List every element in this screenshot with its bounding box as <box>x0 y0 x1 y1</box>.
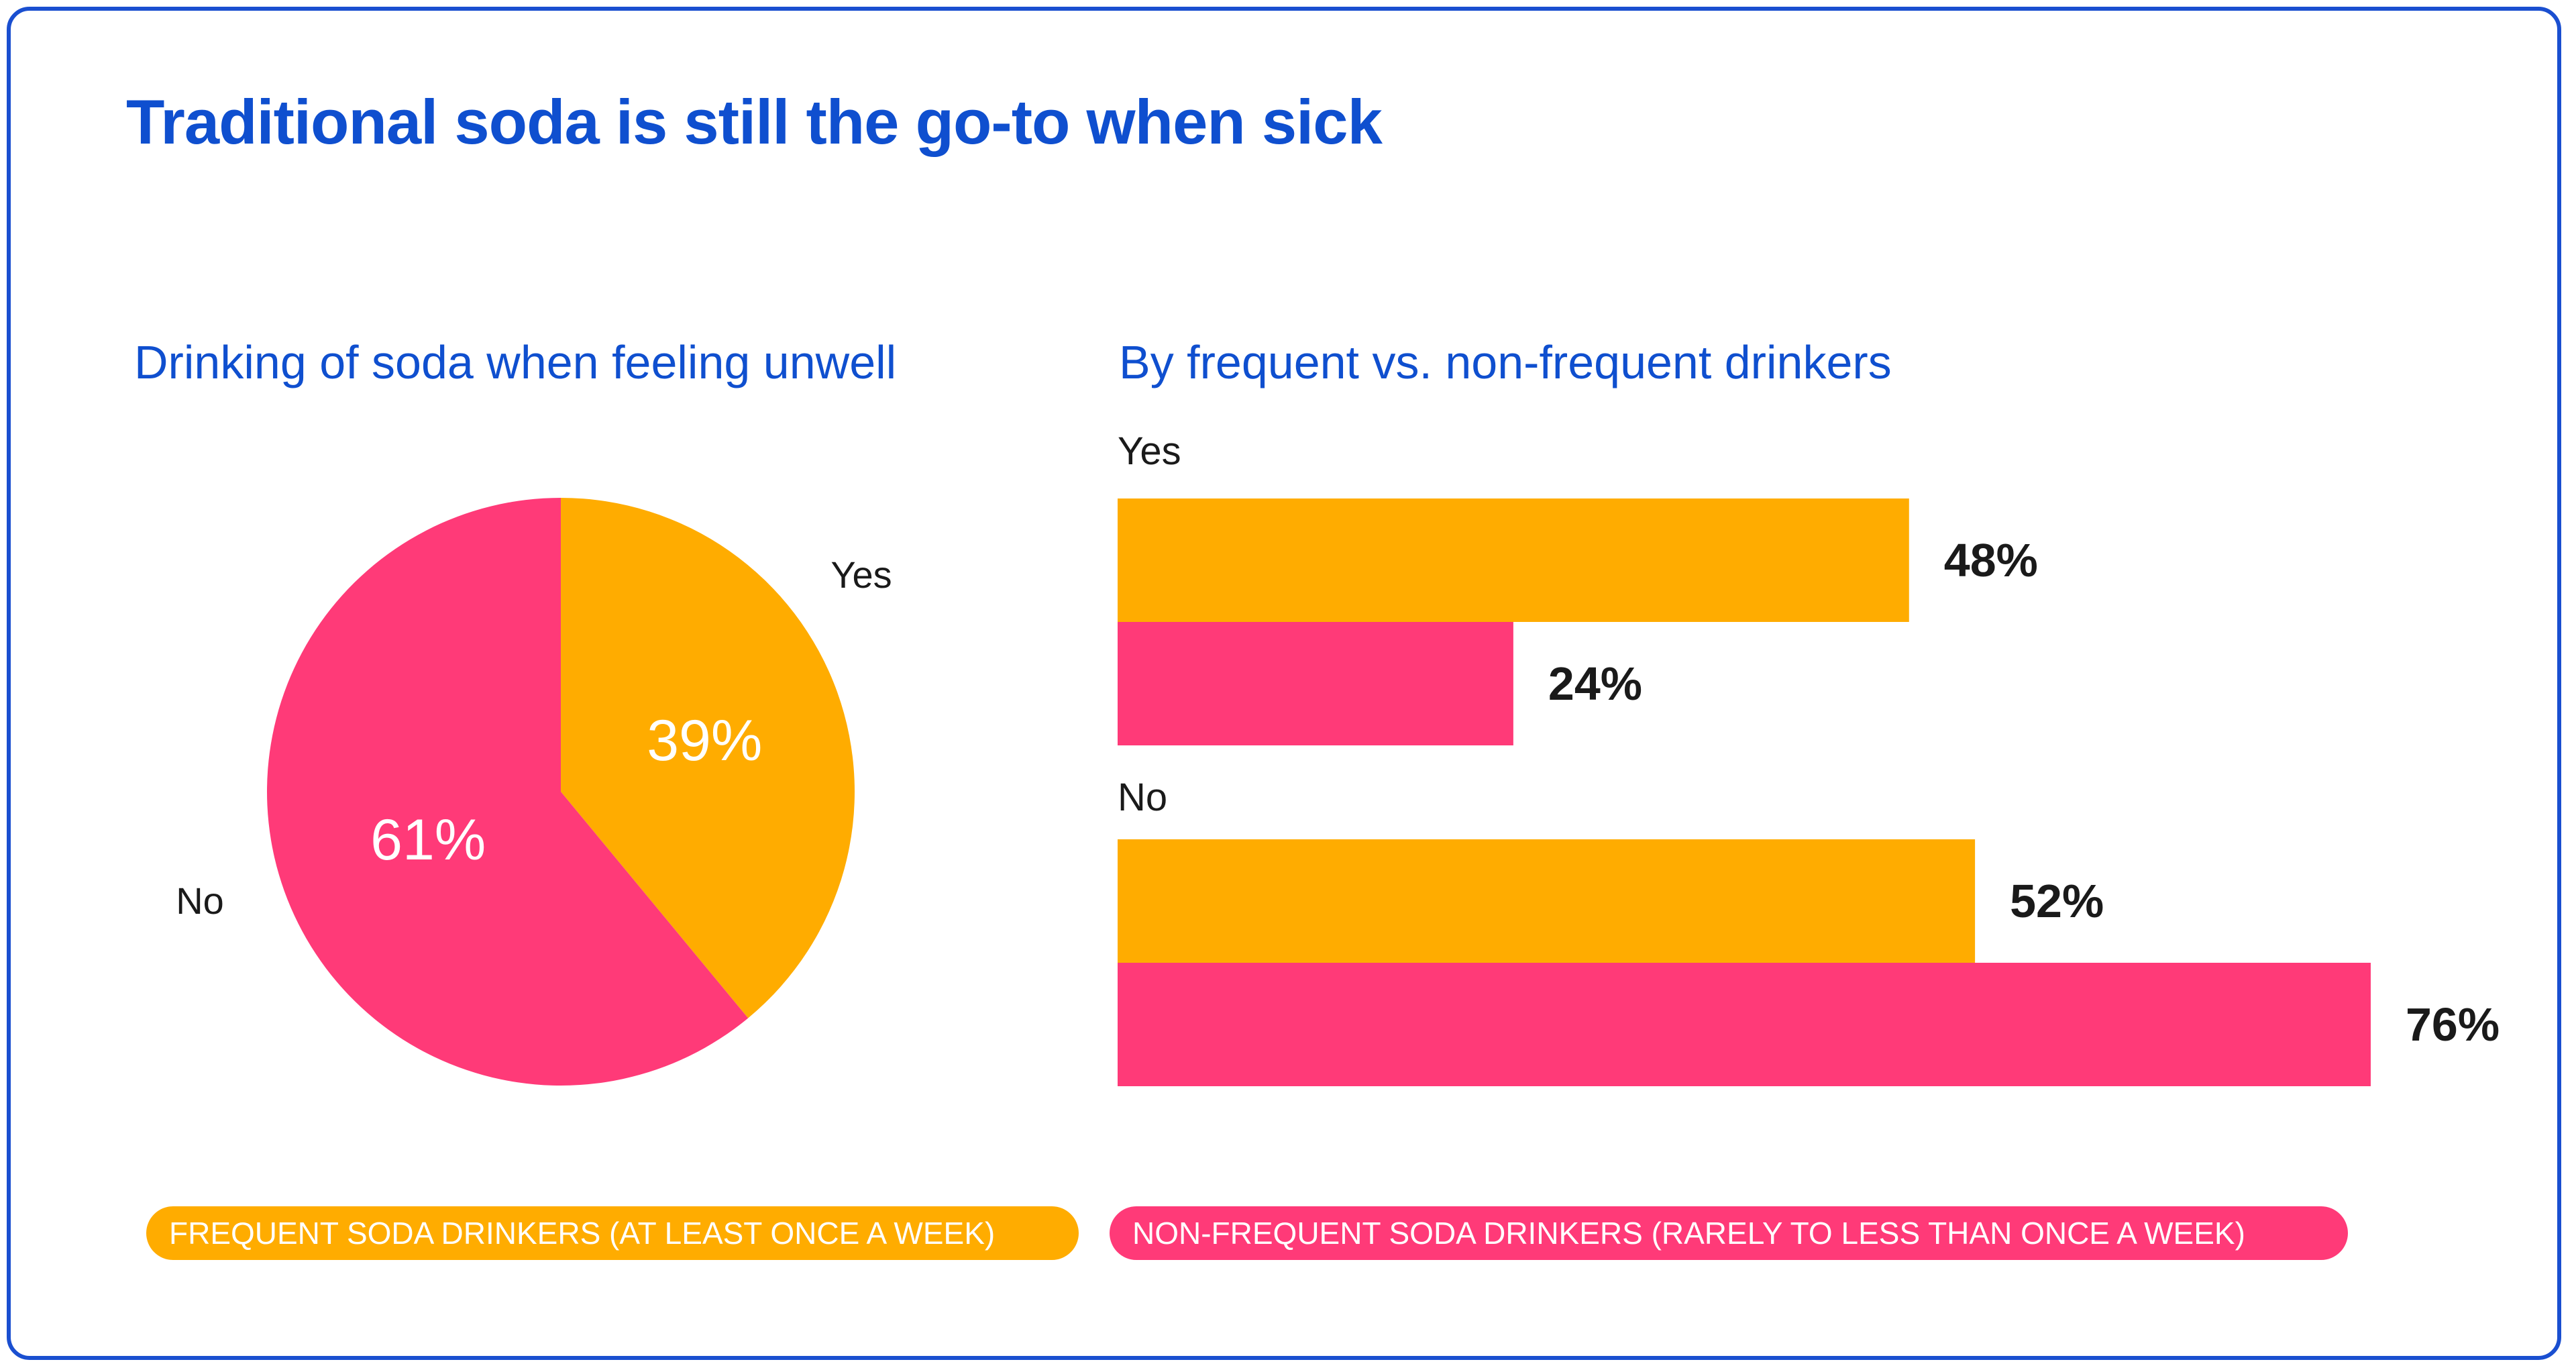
bar-chart-title: By frequent vs. non-frequent drinkers <box>1119 336 1892 388</box>
legend-non-frequent-drinkers: NON-FREQUENT SODA DRINKERS (RARELY TO LE… <box>1110 1206 2348 1260</box>
bar-category-label-yes: Yes <box>1118 429 1181 473</box>
bar-yes-non-frequent <box>1118 622 1513 745</box>
bar-yes-frequent <box>1118 498 1909 622</box>
pie-category-label-yes: Yes <box>830 554 892 596</box>
pie-value-label-yes: 39% <box>647 708 762 773</box>
bar-value-label-no-frequent: 52% <box>2010 875 2104 927</box>
pie-slice-no <box>266 498 749 1086</box>
pie-chart-title: Drinking of soda when feeling unwell <box>134 336 897 388</box>
legend-frequent-label: FREQUENT SODA DRINKERS (AT LEAST ONCE A … <box>169 1216 996 1251</box>
pie-value-label-no: 61% <box>370 808 486 872</box>
legend-frequent-drinkers: FREQUENT SODA DRINKERS (AT LEAST ONCE A … <box>146 1206 1079 1260</box>
page-title: Traditional soda is still the go-to when… <box>126 87 1383 157</box>
legend-non-frequent-label: NON-FREQUENT SODA DRINKERS (RARELY TO LE… <box>1132 1216 2245 1251</box>
bar-no-non-frequent <box>1118 963 2371 1086</box>
bar-category-label-no: No <box>1118 776 1167 819</box>
pie-slice-yes <box>561 498 855 1018</box>
bar-value-label-yes-frequent: 48% <box>1944 534 2038 586</box>
bar-no-frequent <box>1118 839 1976 963</box>
bar-value-label-no-non-frequent: 76% <box>2406 998 2500 1051</box>
bar-value-label-yes-non-frequent: 24% <box>1548 657 1642 710</box>
pie-category-label-no: No <box>176 880 224 922</box>
